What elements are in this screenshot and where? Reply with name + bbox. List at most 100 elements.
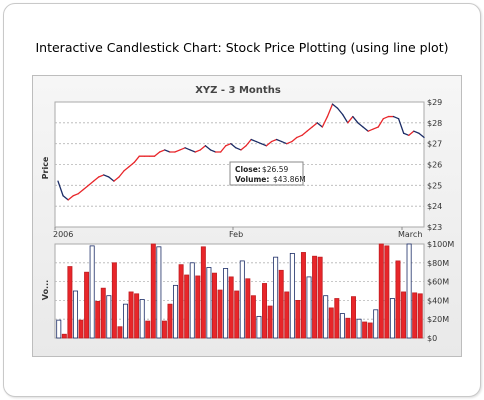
price-line-segment xyxy=(260,143,268,147)
volume-bar[interactable] xyxy=(123,303,128,339)
volume-bar[interactable] xyxy=(250,295,256,339)
volume-bar[interactable] xyxy=(228,276,234,339)
volume-bar[interactable] xyxy=(356,318,362,339)
volume-bar[interactable] xyxy=(284,291,290,339)
volume-bar[interactable] xyxy=(106,295,112,339)
price-line-segment xyxy=(418,132,425,139)
volume-bar[interactable] xyxy=(262,283,268,339)
price-y-tick-label: $23 xyxy=(427,223,442,232)
price-line-segment xyxy=(77,188,85,195)
volume-bar[interactable] xyxy=(295,299,301,339)
volume-bar[interactable] xyxy=(401,291,407,339)
price-line-series[interactable] xyxy=(57,103,425,201)
price-line-segment xyxy=(57,180,64,197)
volume-bar[interactable] xyxy=(211,272,217,339)
volume-bar[interactable] xyxy=(317,256,323,339)
price-line-segment xyxy=(72,193,79,197)
price-line-segment xyxy=(275,138,283,143)
price-line-segment xyxy=(377,118,384,128)
price-line-segment xyxy=(397,118,405,134)
volume-bar[interactable] xyxy=(156,246,162,339)
volume-bar[interactable] xyxy=(195,275,201,339)
price-x-tick-label: March xyxy=(398,230,422,239)
volume-bar[interactable] xyxy=(95,300,101,339)
volume-bar[interactable] xyxy=(56,319,62,339)
price-line-segment xyxy=(204,145,212,151)
volume-bar[interactable] xyxy=(145,320,151,339)
volume-bar[interactable] xyxy=(139,299,145,339)
volume-bar[interactable] xyxy=(328,307,334,339)
price-line-segment xyxy=(235,147,242,151)
price-line-segment xyxy=(311,122,318,128)
volume-bar[interactable] xyxy=(362,321,368,339)
volume-bar[interactable] xyxy=(239,260,245,339)
price-tooltip: Close: $26.59 Volume: $43.86M xyxy=(229,161,306,186)
price-line-segment xyxy=(413,130,420,134)
volume-bar[interactable] xyxy=(339,313,345,339)
volume-bar[interactable] xyxy=(245,278,251,339)
price-line-segment xyxy=(98,174,105,178)
volume-bar[interactable] xyxy=(206,267,212,339)
volume-bar[interactable] xyxy=(78,319,84,339)
volume-bar[interactable] xyxy=(217,289,223,339)
volume-bar[interactable] xyxy=(406,243,412,339)
volume-bar[interactable] xyxy=(178,264,184,339)
volume-bar[interactable] xyxy=(300,252,306,339)
volume-bar[interactable] xyxy=(150,243,156,339)
price-y-axis: $23 $24 $25 $26 $27 $28 $29 xyxy=(427,98,442,232)
volume-bar[interactable] xyxy=(384,245,390,339)
price-x-axis: 2006 Feb March xyxy=(53,227,422,239)
chart-svg: XYZ - 3 Months $23 $24 $25 $26 $27 $28 $29 200… xyxy=(41,85,454,343)
volume-bar[interactable] xyxy=(306,276,312,339)
volume-bar[interactable] xyxy=(378,243,384,339)
volume-y-tick-label: $60M xyxy=(427,278,449,287)
volume-bar[interactable] xyxy=(417,293,423,339)
volume-bar[interactable] xyxy=(323,295,329,339)
volume-bar[interactable] xyxy=(67,266,73,339)
price-line-segment xyxy=(159,149,166,153)
price-line-segment xyxy=(255,140,262,145)
volume-bar[interactable] xyxy=(389,298,395,339)
volume-bar[interactable] xyxy=(345,317,351,339)
volume-bar[interactable] xyxy=(223,268,229,339)
volume-bar[interactable] xyxy=(161,320,167,339)
volume-bars[interactable] xyxy=(56,243,423,339)
price-chart-title: XYZ - 3 Months xyxy=(195,85,281,96)
volume-bar[interactable] xyxy=(367,322,373,339)
volume-bar[interactable] xyxy=(89,245,95,339)
volume-bar[interactable] xyxy=(134,293,140,339)
volume-bar[interactable] xyxy=(128,291,134,339)
volume-bar[interactable] xyxy=(278,269,284,339)
volume-bar[interactable] xyxy=(173,284,179,339)
price-line-segment xyxy=(265,140,273,147)
volume-bar[interactable] xyxy=(289,252,295,339)
price-line-segment xyxy=(250,138,257,143)
price-y-tick-label: $26 xyxy=(427,161,442,170)
volume-bar[interactable] xyxy=(395,260,401,339)
volume-bar[interactable] xyxy=(84,271,90,339)
volume-bar[interactable] xyxy=(256,315,262,339)
volume-bar[interactable] xyxy=(167,303,173,339)
volume-bar[interactable] xyxy=(117,326,123,339)
volume-bar[interactable] xyxy=(200,246,206,339)
volume-bar[interactable] xyxy=(72,290,78,339)
volume-bar[interactable] xyxy=(373,309,379,339)
price-y-tick-label: $28 xyxy=(427,119,442,128)
price-line-segment xyxy=(316,122,323,128)
volume-bar[interactable] xyxy=(189,262,195,339)
volume-bar[interactable] xyxy=(334,298,340,339)
volume-bar[interactable] xyxy=(267,305,273,339)
volume-bar[interactable] xyxy=(184,274,190,339)
price-line-segment xyxy=(342,113,349,124)
volume-y-tick-label: $80M xyxy=(427,259,449,268)
volume-bar[interactable] xyxy=(234,290,240,339)
volume-bar[interactable] xyxy=(412,292,418,339)
price-line-segment xyxy=(230,143,237,149)
volume-bar[interactable] xyxy=(312,255,318,339)
volume-bar[interactable] xyxy=(61,333,67,339)
price-line-segment xyxy=(174,149,181,153)
volume-bar[interactable] xyxy=(351,296,356,339)
volume-bar[interactable] xyxy=(273,256,279,339)
volume-bar[interactable] xyxy=(100,287,106,339)
volume-bar[interactable] xyxy=(111,262,117,339)
